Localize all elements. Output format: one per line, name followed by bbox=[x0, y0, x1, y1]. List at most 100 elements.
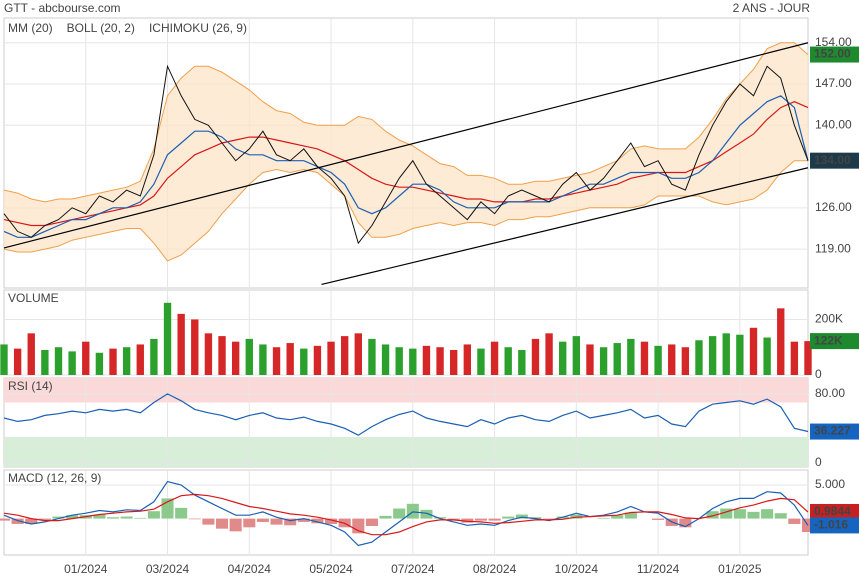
legend-entry: BOLL (20, 2) bbox=[67, 21, 135, 35]
x-tick-label: 01/2024 bbox=[64, 562, 108, 576]
histogram-bar bbox=[38, 518, 51, 520]
bollinger-upper bbox=[3, 42, 809, 203]
volume-bar bbox=[68, 351, 76, 375]
histogram-bar bbox=[120, 516, 133, 519]
last-value-label: 122K bbox=[814, 333, 843, 347]
panel-title: MACD (12, 26, 9) bbox=[8, 471, 101, 485]
last-value-box bbox=[810, 46, 859, 63]
histogram-bar bbox=[256, 518, 269, 522]
volume-bar bbox=[763, 337, 771, 375]
histogram-bar bbox=[761, 509, 774, 519]
histogram-bar bbox=[270, 518, 283, 525]
volume-bar bbox=[722, 333, 730, 375]
y-tick-label: 140.00 bbox=[815, 117, 852, 131]
x-tick-label: 07/2024 bbox=[391, 562, 435, 576]
indicator-line bbox=[3, 493, 809, 536]
legend-entry: MM (20) bbox=[8, 21, 53, 35]
volume-bar bbox=[313, 345, 322, 375]
histogram-bar bbox=[325, 518, 338, 524]
panel-title: RSI (14) bbox=[8, 379, 53, 393]
histogram-bar bbox=[66, 515, 79, 519]
volume-bar bbox=[504, 347, 512, 375]
volume-bar bbox=[708, 336, 717, 375]
indicator-line bbox=[3, 101, 809, 227]
histogram-bar bbox=[461, 518, 474, 523]
last-value-box bbox=[810, 503, 859, 520]
x-tick-label: 08/2024 bbox=[473, 562, 517, 576]
histogram-bar bbox=[93, 514, 106, 519]
histogram-bar bbox=[488, 518, 501, 521]
last-value-label: 0.9844 bbox=[814, 504, 851, 518]
histogram-bar bbox=[0, 518, 11, 521]
volume-bar bbox=[640, 341, 649, 375]
last-value-label: -1.016 bbox=[814, 518, 848, 532]
volume-bar bbox=[490, 341, 499, 375]
histogram-bar bbox=[134, 517, 147, 519]
volume-bar bbox=[204, 333, 213, 375]
volume-bar bbox=[259, 344, 267, 375]
bollinger-lower bbox=[3, 160, 808, 262]
histogram-bar bbox=[11, 518, 24, 524]
histogram-bar bbox=[474, 518, 487, 521]
histogram-bar bbox=[434, 517, 447, 519]
volume-bar bbox=[368, 338, 376, 375]
histogram-bar bbox=[529, 517, 542, 519]
volume-bar bbox=[518, 350, 526, 375]
indicator-line bbox=[3, 480, 809, 547]
volume-bar bbox=[749, 327, 758, 375]
histogram-bar bbox=[406, 503, 419, 519]
histogram-bar bbox=[652, 518, 665, 520]
period: 2 ANS - JOUR bbox=[733, 1, 811, 15]
histogram-bar bbox=[297, 518, 310, 522]
x-tick-label: 11/2024 bbox=[637, 562, 680, 576]
site-title: GTT - abcbourse.com bbox=[4, 1, 120, 15]
legend-entry: ICHIMOKU (26, 9) bbox=[149, 21, 247, 35]
volume-bar bbox=[545, 333, 553, 375]
histogram-bar bbox=[747, 511, 760, 519]
volume-bar bbox=[82, 341, 90, 375]
volume-bar bbox=[177, 313, 185, 375]
volume-bar bbox=[599, 347, 608, 375]
histogram-bar bbox=[311, 518, 324, 524]
volume-bar bbox=[463, 344, 472, 375]
histogram-bar bbox=[624, 512, 637, 519]
histogram-bar bbox=[706, 511, 719, 519]
volume-bar bbox=[27, 333, 35, 375]
histogram-bar bbox=[229, 518, 242, 532]
volume-bar bbox=[450, 350, 458, 375]
histogram-bar bbox=[202, 518, 215, 525]
histogram-bar bbox=[679, 518, 692, 528]
volume-bar bbox=[327, 341, 335, 375]
volume-bar bbox=[163, 302, 172, 375]
volume-bar bbox=[41, 350, 49, 375]
x-tick-label: 04/2024 bbox=[228, 562, 272, 576]
histogram-bar bbox=[611, 515, 624, 519]
trendline bbox=[3, 42, 809, 249]
volume-bar bbox=[395, 347, 403, 375]
last-value-label: 134.00 bbox=[814, 153, 851, 167]
volume-bar bbox=[191, 319, 199, 375]
volume-bar bbox=[245, 338, 253, 375]
histogram-bar bbox=[720, 508, 733, 519]
last-value-box bbox=[810, 517, 859, 534]
volume-bar bbox=[150, 338, 158, 375]
histogram-bar bbox=[365, 518, 378, 526]
panel-title: VOLUME bbox=[8, 291, 59, 305]
y-tick-label: 126.00 bbox=[815, 200, 852, 214]
volume-bar bbox=[422, 345, 431, 375]
histogram-bar bbox=[774, 513, 787, 519]
y-tick-label: 154.00 bbox=[815, 35, 852, 49]
last-value-label: 36.227 bbox=[814, 424, 851, 438]
x-tick-label: 03/2024 bbox=[146, 562, 190, 576]
volume-bar bbox=[272, 347, 281, 375]
volume-bar bbox=[381, 344, 390, 375]
volume-bar bbox=[572, 336, 581, 375]
last-value-box bbox=[810, 333, 859, 350]
panel-frame bbox=[3, 469, 809, 556]
y-tick-label: 147.00 bbox=[815, 76, 852, 90]
histogram-bar bbox=[597, 517, 610, 519]
volume-bar bbox=[790, 341, 799, 375]
histogram-bar bbox=[515, 514, 528, 519]
indicator-line bbox=[3, 95, 809, 238]
volume-bar bbox=[13, 348, 22, 375]
